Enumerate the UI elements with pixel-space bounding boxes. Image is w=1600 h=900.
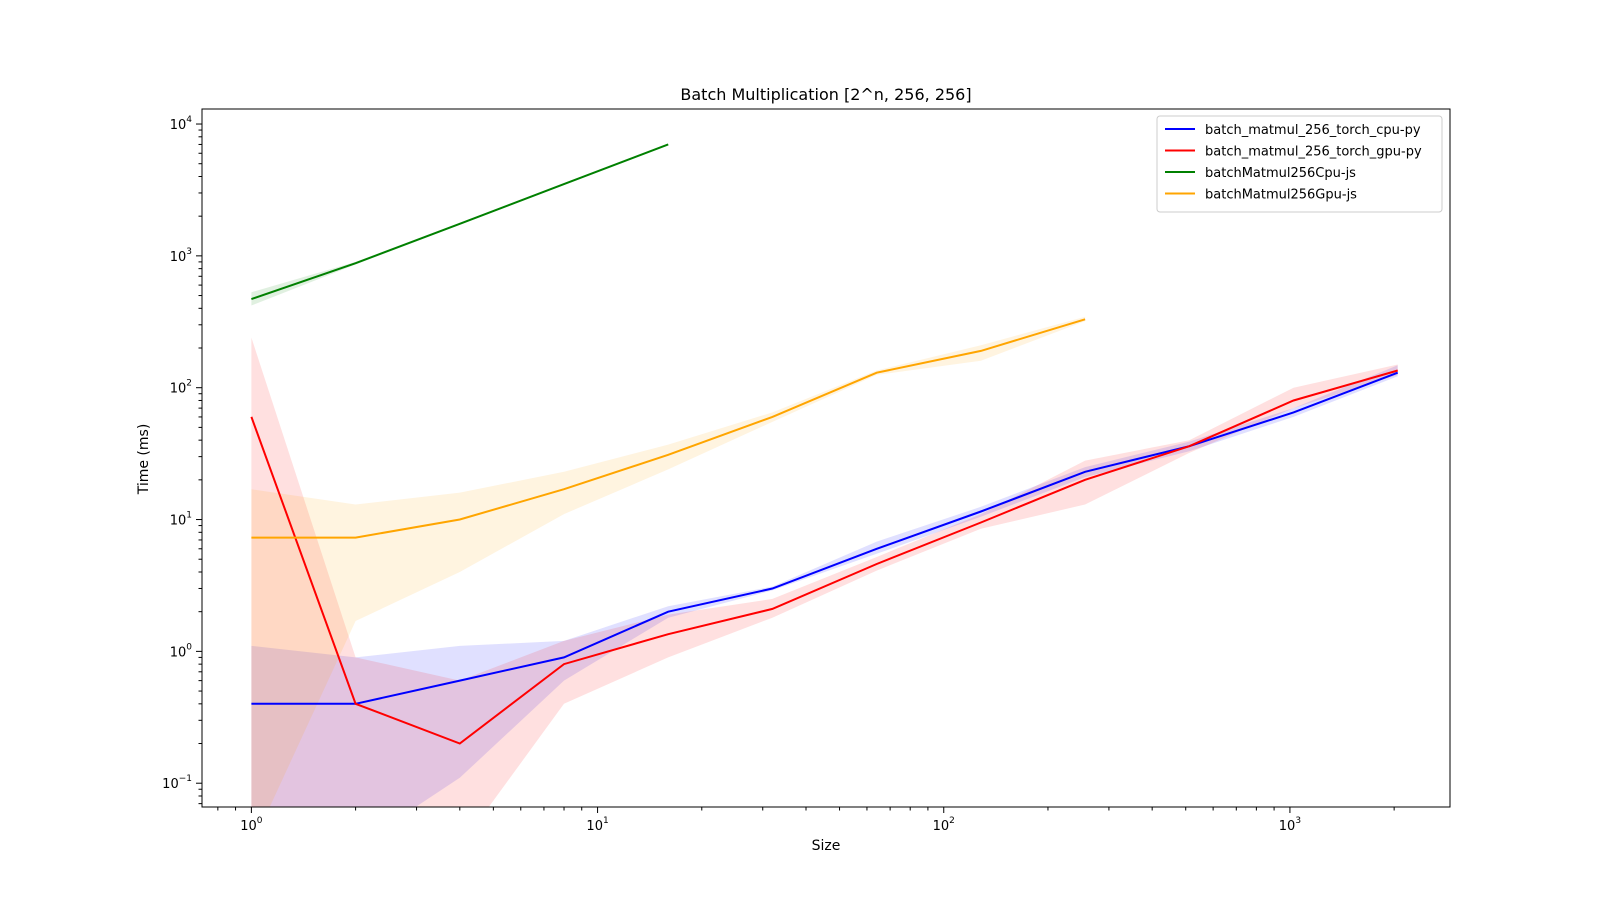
y-tick-base: 10 xyxy=(170,382,187,397)
x-tick-exponent: 3 xyxy=(1295,816,1301,826)
legend-label: batch_matmul_256_torch_cpu-py xyxy=(1205,123,1421,138)
y-tick-base: 10 xyxy=(162,777,179,792)
plot-clip-group xyxy=(250,143,1399,807)
x-tick-base: 10 xyxy=(1279,819,1296,834)
y-tick-exponent: 3 xyxy=(186,247,192,257)
y-tick-label: 101 xyxy=(170,511,192,529)
y-tick-label: 103 xyxy=(170,247,192,265)
legend-label: batchMatmul256Cpu-js xyxy=(1205,166,1356,181)
x-tick-exponent: 1 xyxy=(603,816,609,826)
y-tick-base: 10 xyxy=(170,118,187,133)
y-tick-base: 10 xyxy=(170,250,187,265)
series-band-3 xyxy=(251,316,1086,807)
y-tick-label: 100 xyxy=(170,642,193,660)
x-tick-base: 10 xyxy=(586,819,603,834)
y-tick-exponent: 1 xyxy=(186,511,192,521)
series-line-1 xyxy=(250,369,1398,745)
axes-frame xyxy=(201,108,1451,808)
chart-title: Batch Multiplication [2^n, 256, 256] xyxy=(680,85,971,104)
y-tick-label: 10−1 xyxy=(162,774,192,792)
legend-box xyxy=(1156,115,1443,213)
x-tick-exponent: 2 xyxy=(949,816,955,826)
y-tick-label: 102 xyxy=(170,379,192,397)
legend-label: batchMatmul256Gpu-js xyxy=(1205,188,1357,203)
y-tick-label: 104 xyxy=(170,115,193,133)
x-axis-label: Size xyxy=(812,838,841,854)
y-tick-exponent: 4 xyxy=(186,115,192,125)
x-tick-base: 10 xyxy=(240,819,257,834)
x-tick-label: 101 xyxy=(586,816,608,834)
y-tick-exponent: −1 xyxy=(179,774,192,784)
y-tick-exponent: 0 xyxy=(186,642,192,652)
y-tick-base: 10 xyxy=(170,514,187,529)
y-tick-exponent: 2 xyxy=(186,379,192,389)
x-tick-label: 103 xyxy=(1279,816,1301,834)
plot-area xyxy=(250,143,1399,807)
x-tick-exponent: 0 xyxy=(257,816,263,826)
legend-label: batch_matmul_256_torch_gpu-py xyxy=(1205,145,1422,160)
series-line-0 xyxy=(251,371,1399,705)
y-tick-base: 10 xyxy=(170,645,187,660)
x-tick-label: 100 xyxy=(240,816,263,834)
y-axis-label: Time (ms) xyxy=(136,424,152,496)
series-band-1 xyxy=(251,337,1398,807)
legend: batch_matmul_256_torch_cpu-py batch_matmu… xyxy=(1156,115,1443,213)
x-tick-label: 102 xyxy=(933,816,955,834)
x-tick-base: 10 xyxy=(933,819,950,834)
series-band-0 xyxy=(251,365,1398,807)
